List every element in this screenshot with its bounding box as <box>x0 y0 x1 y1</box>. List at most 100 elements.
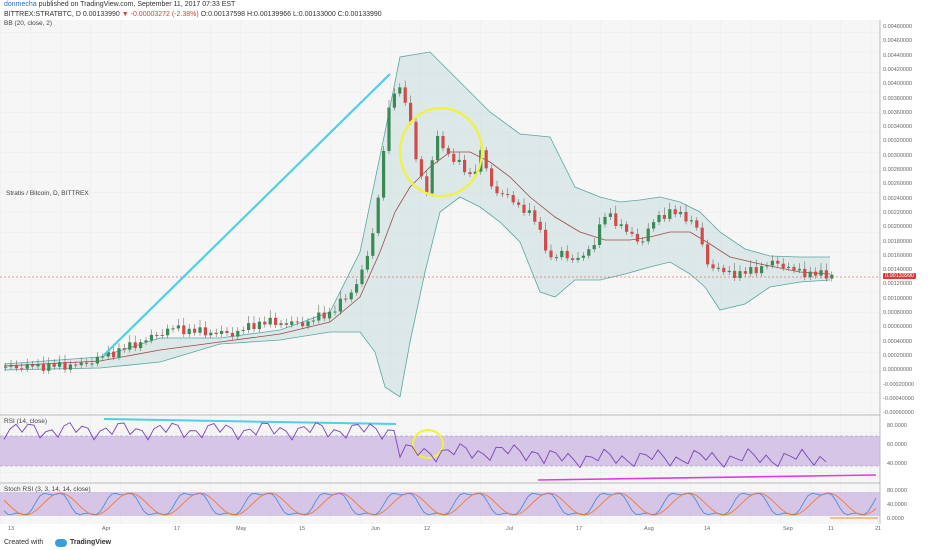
candle-body <box>365 255 369 270</box>
candle-body <box>4 366 8 368</box>
candle-body <box>382 150 386 198</box>
candle-body <box>63 362 67 370</box>
candle-body <box>533 210 537 222</box>
candle-body <box>85 362 89 364</box>
candle-body <box>355 284 359 293</box>
candle-body <box>171 328 175 330</box>
ticker: BITTREX:STRATBTC, D <box>4 11 81 18</box>
bb-legend[interactable]: BB (20, close, 2) <box>4 20 53 27</box>
candle-body <box>203 327 207 336</box>
candle-body <box>657 215 661 223</box>
candle-body <box>425 176 429 194</box>
bollinger-upper-line <box>3 51 830 365</box>
candle-body <box>684 211 688 222</box>
tradingview-brand[interactable]: TradingView <box>70 539 112 546</box>
candle-body <box>473 171 477 175</box>
candle-body <box>662 215 666 219</box>
price-axis-label: 0.00120000 <box>883 281 913 288</box>
candle-body <box>441 135 445 149</box>
candle-body <box>139 342 143 349</box>
price-axis-label: 0.00160000 <box>883 252 913 259</box>
price-chart[interactable] <box>0 12 932 538</box>
time-axis-label: Aug <box>644 526 654 532</box>
candle-body <box>295 321 299 323</box>
candle-body <box>587 249 591 256</box>
price-axis-label: 0.00300000 <box>883 152 913 159</box>
candle-body <box>630 231 634 234</box>
rsi-support-line-magenta <box>537 474 877 481</box>
candle-body <box>68 364 72 370</box>
candle-body <box>814 271 818 276</box>
candle-body <box>571 258 575 260</box>
candle-body <box>430 160 434 194</box>
candle-body <box>598 224 602 245</box>
candle-body <box>490 168 494 187</box>
last-price: 0.00133990 <box>82 11 120 18</box>
candle-body <box>646 228 650 242</box>
candle-body <box>538 221 542 230</box>
candle-body <box>225 330 229 333</box>
candle-body <box>549 250 553 258</box>
candle-body <box>263 321 267 325</box>
candle-body <box>700 227 704 245</box>
time-axis-label: 11 <box>828 526 834 532</box>
candle-body <box>787 266 791 268</box>
candle-body <box>20 368 24 370</box>
price-axis-label: 0.00220000 <box>883 209 913 216</box>
candle-body <box>122 348 126 350</box>
candle-body <box>328 311 332 319</box>
candle-body <box>722 267 726 273</box>
bollinger-lower-line <box>3 196 831 398</box>
candle-body <box>301 322 305 327</box>
rsi-axis-label: 40.0000 <box>887 461 907 467</box>
candle-body <box>25 364 29 369</box>
chart-area[interactable]: BB (20, close, 2) Stratis / Bitcoin, D, … <box>0 12 932 538</box>
candle-body <box>409 102 413 122</box>
price-axis-label: 0.00100000 <box>883 295 913 302</box>
price-axis-label: 0.00440000 <box>883 52 913 59</box>
candle-body <box>236 330 240 337</box>
time-axis-label: 12 <box>424 526 431 532</box>
candle-body <box>52 363 56 367</box>
time-axis-label: Jul <box>506 526 514 532</box>
candle-body <box>808 271 812 278</box>
candle-body <box>14 364 18 369</box>
candle-body <box>608 213 612 217</box>
time-axis-label: Sep <box>783 526 793 532</box>
time-axis-label: Apr <box>102 526 111 532</box>
rsi-legend[interactable]: RSI (14, close) <box>4 418 47 425</box>
stoch-axis-label: 80.0000 <box>887 488 907 494</box>
candle-body <box>452 153 456 162</box>
quote-line: BITTREX:STRATBTC, D 0.00133990 ▼ -0.0000… <box>4 11 382 18</box>
publish-line: donmecha published on TradingView.com, S… <box>4 1 235 8</box>
candle-body <box>182 325 186 335</box>
candle-body <box>398 87 402 94</box>
candle-body <box>166 328 170 336</box>
author-link[interactable]: donmecha <box>4 1 37 8</box>
time-axis-label: 15 <box>299 526 306 532</box>
candle-body <box>284 323 288 325</box>
candle-body <box>511 195 515 203</box>
chart-header: donmecha published on TradingView.com, S… <box>0 0 932 30</box>
stoch-legend[interactable]: Stoch RSI (3, 3, 14, 14, close) <box>4 486 91 493</box>
candle-body <box>230 332 234 337</box>
time-axis-label: 17 <box>576 526 583 532</box>
candle-body <box>311 320 315 322</box>
candle-body <box>522 204 526 213</box>
rsi-axis-label: 80.0000 <box>887 423 907 429</box>
candle-body <box>155 334 159 336</box>
candle-body <box>760 266 764 274</box>
candle-body <box>614 213 618 226</box>
price-axis-label: 0.00240000 <box>883 195 913 202</box>
candle-body <box>95 356 99 364</box>
candle-body <box>214 332 218 334</box>
bollinger-basis-line <box>3 151 831 367</box>
trend-line-cyan <box>103 73 391 356</box>
candle-body <box>695 220 699 228</box>
symbol-legend[interactable]: Stratis / Bitcoin, D, BITTREX <box>6 190 89 197</box>
candle-body <box>506 194 510 196</box>
published-text: published on TradingView.com, September … <box>38 1 236 8</box>
candle-body <box>47 363 51 371</box>
candle-body <box>544 229 548 251</box>
candle-body <box>306 321 310 327</box>
